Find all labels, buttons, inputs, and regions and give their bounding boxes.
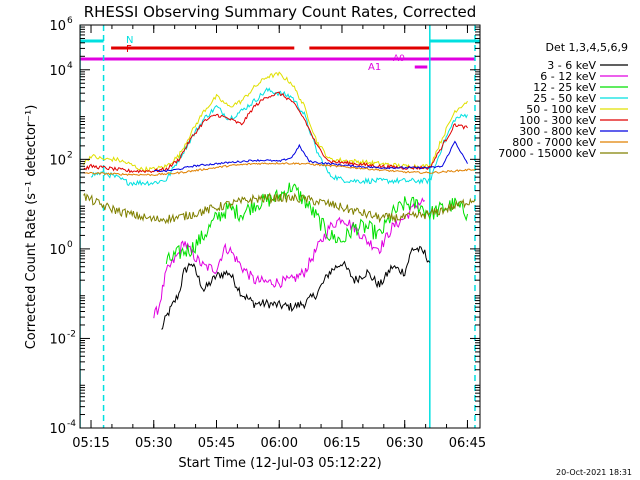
series-line-0 [161, 245, 431, 330]
y-tick-exponent: 0 [67, 240, 73, 250]
x-tick-label: 06:45 [449, 436, 486, 451]
x-tick-label: 05:30 [135, 436, 172, 451]
y-tick-label: 10 [49, 332, 66, 347]
legend-label: 12 - 25 keV [533, 81, 596, 94]
series-line-6 [153, 140, 468, 173]
x-tick-label: 06:00 [261, 436, 298, 451]
legend-label: 50 - 100 keV [526, 103, 596, 116]
legend-label: 800 - 7000 keV [512, 136, 596, 149]
x-tick-label: 06:15 [323, 436, 360, 451]
series-line-8 [83, 192, 476, 225]
legend-title: Det 1,3,4,5,6,9 [545, 41, 628, 54]
legend-label: 3 - 6 keV [547, 59, 596, 72]
y-tick-label: 10 [49, 422, 66, 437]
chart-title: RHESSI Observing Summary Count Rates, Co… [84, 3, 477, 21]
y-tick-exponent: -4 [67, 419, 76, 429]
legend-label: 7000 - 15000 keV [498, 147, 596, 160]
x-axis: 05:15 05:30 05:45 06:00 06:15 06:30 06:45 [72, 25, 486, 451]
plot-frame [79, 24, 481, 429]
legend-label: 6 - 12 keV [540, 70, 596, 83]
legend-label: 25 - 50 keV [533, 92, 596, 105]
x-tick-label: 05:15 [72, 436, 109, 451]
y-tick-label: 10 [49, 243, 66, 258]
legend-label: 100 - 300 keV [519, 114, 596, 127]
x-tick-label: 05:45 [198, 436, 235, 451]
series-layer [83, 71, 476, 330]
y-tick-exponent: 6 [67, 16, 73, 26]
annotation-layer [80, 25, 480, 428]
y-tick-label: 10 [49, 153, 66, 168]
x-tick-label: 06:30 [386, 436, 423, 451]
annotation-label-f: F [126, 44, 132, 55]
footer-date: 20-Oct-2021 18:31 [556, 468, 632, 477]
series-line-7 [83, 161, 476, 177]
series-line-5 [83, 91, 468, 174]
y-tick-exponent: 4 [67, 61, 73, 71]
series-line-1 [153, 197, 426, 319]
y-tick-label: 10 [49, 64, 66, 79]
y-tick-exponent: 2 [67, 150, 73, 160]
y-tick-exponent: -2 [67, 329, 76, 339]
series-line-2 [165, 182, 468, 264]
y-axis-label: Corrected Count Rate (s⁻¹ detector⁻¹) [24, 105, 39, 350]
legend-label: 300 - 800 keV [519, 125, 596, 138]
annotation-label-a1: A1 [368, 62, 381, 73]
annotation-label-a0: A0 [393, 54, 405, 64]
x-axis-label: Start Time (12-Jul-03 05:12:22) [178, 456, 381, 471]
y-tick-label: 10 [49, 19, 66, 34]
annotation-label-n: N [126, 35, 133, 46]
annotation-labels: NF A1 A0 [126, 35, 405, 73]
